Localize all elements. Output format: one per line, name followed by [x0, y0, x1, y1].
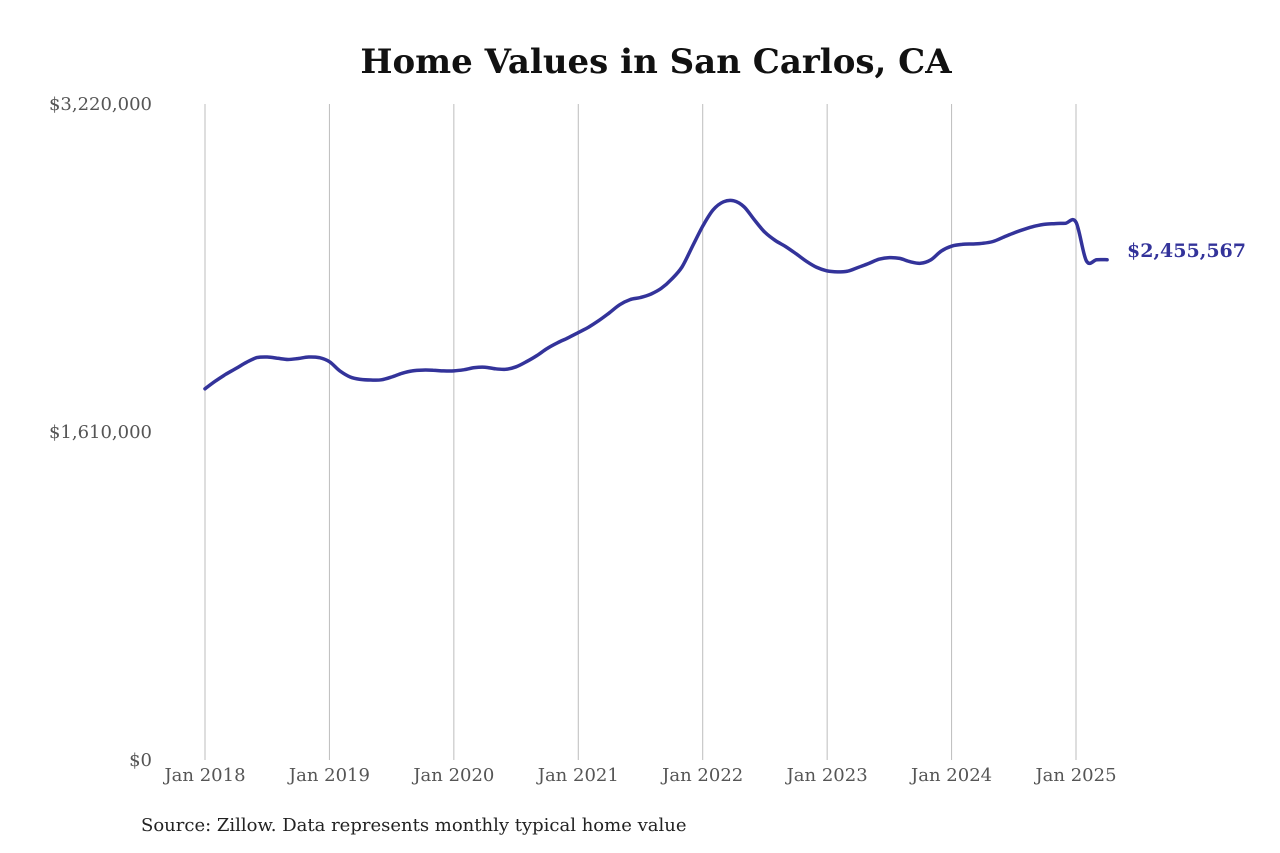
y-tick-label-0: $0: [129, 750, 152, 771]
x-tick-label-2: Jan 2020: [411, 765, 494, 786]
grid-lines: [204, 104, 1077, 760]
source-note: Source: Zillow. Data represents monthly …: [141, 815, 687, 836]
x-tick-label-1: Jan 2019: [287, 765, 370, 786]
x-tick-label-4: Jan 2022: [660, 765, 743, 786]
y-tick-label-1: $1,610,000: [49, 422, 152, 443]
y-axis-ticks: $0 $1,610,000 $3,220,000: [49, 94, 152, 771]
x-axis-ticks: Jan 2018 Jan 2019 Jan 2020 Jan 2021 Jan 2022…: [162, 765, 1116, 786]
x-tick-label-5: Jan 2023: [785, 765, 868, 786]
series-line-0: [203, 198, 1109, 391]
x-tick-label-0: Jan 2018: [162, 765, 245, 786]
y-tick-label-2: $3,220,000: [49, 94, 152, 115]
series-layer: [203, 198, 1109, 391]
last-value-label: $2,455,567: [1127, 240, 1246, 262]
x-tick-label-3: Jan 2021: [536, 765, 619, 786]
chart-title: Home Values in San Carlos, CA: [360, 42, 952, 82]
x-tick-label-6: Jan 2024: [909, 765, 992, 786]
x-tick-label-7: Jan 2025: [1033, 765, 1116, 786]
